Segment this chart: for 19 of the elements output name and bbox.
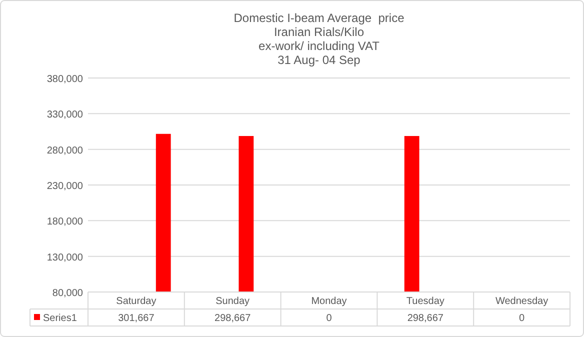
x-tick-label: Sunday — [216, 296, 250, 307]
x-tick-label: Saturday — [116, 296, 156, 307]
data-label: 298,667 — [214, 313, 252, 324]
x-tick-label: Tuesday — [406, 296, 444, 307]
y-tick-label: 380,000 — [46, 74, 84, 85]
chart-title: Domestic I-beam Average price Iranian Rials/Kilo ex-work/ including VAT 31 Aug- 04 Sep — [234, 11, 405, 67]
x-tick-label: Wednesday — [495, 296, 548, 307]
data-label: 301,667 — [118, 313, 155, 324]
y-tick-label: 280,000 — [46, 145, 84, 156]
y-tick-label: 130,000 — [46, 252, 84, 264]
y-tick-label: 330,000 — [46, 110, 84, 121]
data-label: 298,667 — [407, 313, 444, 324]
text: 0 — [519, 313, 525, 324]
text: 0 — [326, 313, 332, 324]
legend-label: Series1 — [43, 313, 78, 324]
y-tick-label: 80,000 — [52, 288, 84, 299]
y-tick-label: 230,000 — [46, 181, 84, 192]
x-tick-label: Monday — [311, 296, 347, 307]
y-tick-label: 180,000 — [46, 216, 84, 228]
